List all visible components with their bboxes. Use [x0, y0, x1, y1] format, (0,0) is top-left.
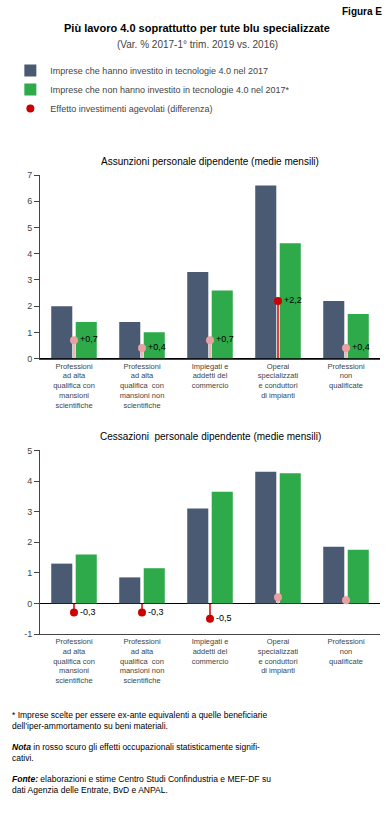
svg-text:3: 3 [27, 507, 32, 517]
svg-text:-0,5: -0,5 [216, 613, 232, 623]
svg-text:1: 1 [27, 568, 32, 578]
svg-text:-1: -1 [24, 629, 32, 639]
svg-text:+0,7: +0,7 [216, 334, 234, 344]
svg-text:5: 5 [27, 446, 32, 456]
svg-text:4: 4 [27, 476, 32, 486]
svg-text:Più lavoro 4.0 soprattutto per: Più lavoro 4.0 soprattutto per tute blu … [64, 22, 330, 34]
svg-text:Professioniad altaqualifica co: Professioniad altaqualifica conmansionis… [53, 637, 95, 685]
svg-text:Impiegati eaddetti delcommerci: Impiegati eaddetti delcommercio [192, 362, 229, 391]
svg-text:Fonte: elaborazioni e stime Ce: Fonte: elaborazioni e stime Centro Studi… [12, 774, 271, 795]
svg-text:6: 6 [27, 196, 32, 206]
svg-text:1: 1 [27, 328, 32, 338]
svg-text:+0,4: +0,4 [352, 342, 370, 352]
svg-text:-0,3: -0,3 [80, 607, 96, 617]
svg-text:Operaispecializzatie conduttor: Operaispecializzatie conduttoridi impian… [258, 637, 299, 675]
svg-text:2: 2 [27, 537, 32, 547]
svg-text:Imprese che hanno investito in: Imprese che hanno investito in tecnologi… [50, 66, 268, 76]
svg-text:Figura E: Figura E [342, 6, 382, 17]
svg-text:(Var. % 2017-1° trim. 2019 vs.: (Var. % 2017-1° trim. 2019 vs. 2016) [117, 39, 278, 50]
svg-text:0: 0 [27, 599, 32, 609]
svg-text:5: 5 [27, 223, 32, 233]
svg-text:* Imprese scelte per essere ex: * Imprese scelte per essere ex-ante equi… [12, 710, 267, 731]
svg-text:Professioniad altaqualifica c: Professioniad altaqualifica conmansioni … [120, 362, 165, 410]
svg-text:4: 4 [27, 249, 32, 259]
svg-text:Operaispecializzatie conduttor: Operaispecializzatie conduttoridi impian… [258, 362, 299, 400]
svg-text:Professioniad altaqualifica co: Professioniad altaqualifica conmansionis… [53, 362, 95, 410]
svg-text:Impiegati eaddetti delcommerci: Impiegati eaddetti delcommercio [192, 637, 229, 666]
svg-text:Professioninonqualificate: Professioninonqualificate [327, 637, 364, 666]
svg-text:+2,2: +2,2 [284, 295, 302, 305]
svg-text:2: 2 [27, 301, 32, 311]
svg-text:+0,7: +0,7 [80, 334, 98, 344]
svg-text:Professioniad altaqualifica c: Professioniad altaqualifica conmansioni … [120, 637, 165, 685]
svg-text:Professioninonqualificate: Professioninonqualificate [327, 362, 364, 391]
svg-text:Assunzioni personale dipendent: Assunzioni personale dipendente (medie m… [101, 156, 319, 167]
svg-text:Imprese che non hanno investit: Imprese che non hanno investito in tecno… [50, 85, 289, 95]
svg-text:Cessazioni personale dipenden: Cessazioni personale dipendente (medie m… [100, 431, 321, 442]
svg-text:3: 3 [27, 275, 32, 285]
svg-text:7: 7 [27, 170, 32, 180]
svg-text:+0,4: +0,4 [148, 342, 166, 352]
svg-text:-0,3: -0,3 [148, 607, 164, 617]
svg-text:Nota in rosso scuro gli effett: Nota in rosso scuro gli effetti occupazi… [12, 742, 260, 763]
svg-text:Effetto investimenti agevolati: Effetto investimenti agevolati (differen… [50, 104, 212, 114]
svg-text:0: 0 [27, 354, 32, 364]
